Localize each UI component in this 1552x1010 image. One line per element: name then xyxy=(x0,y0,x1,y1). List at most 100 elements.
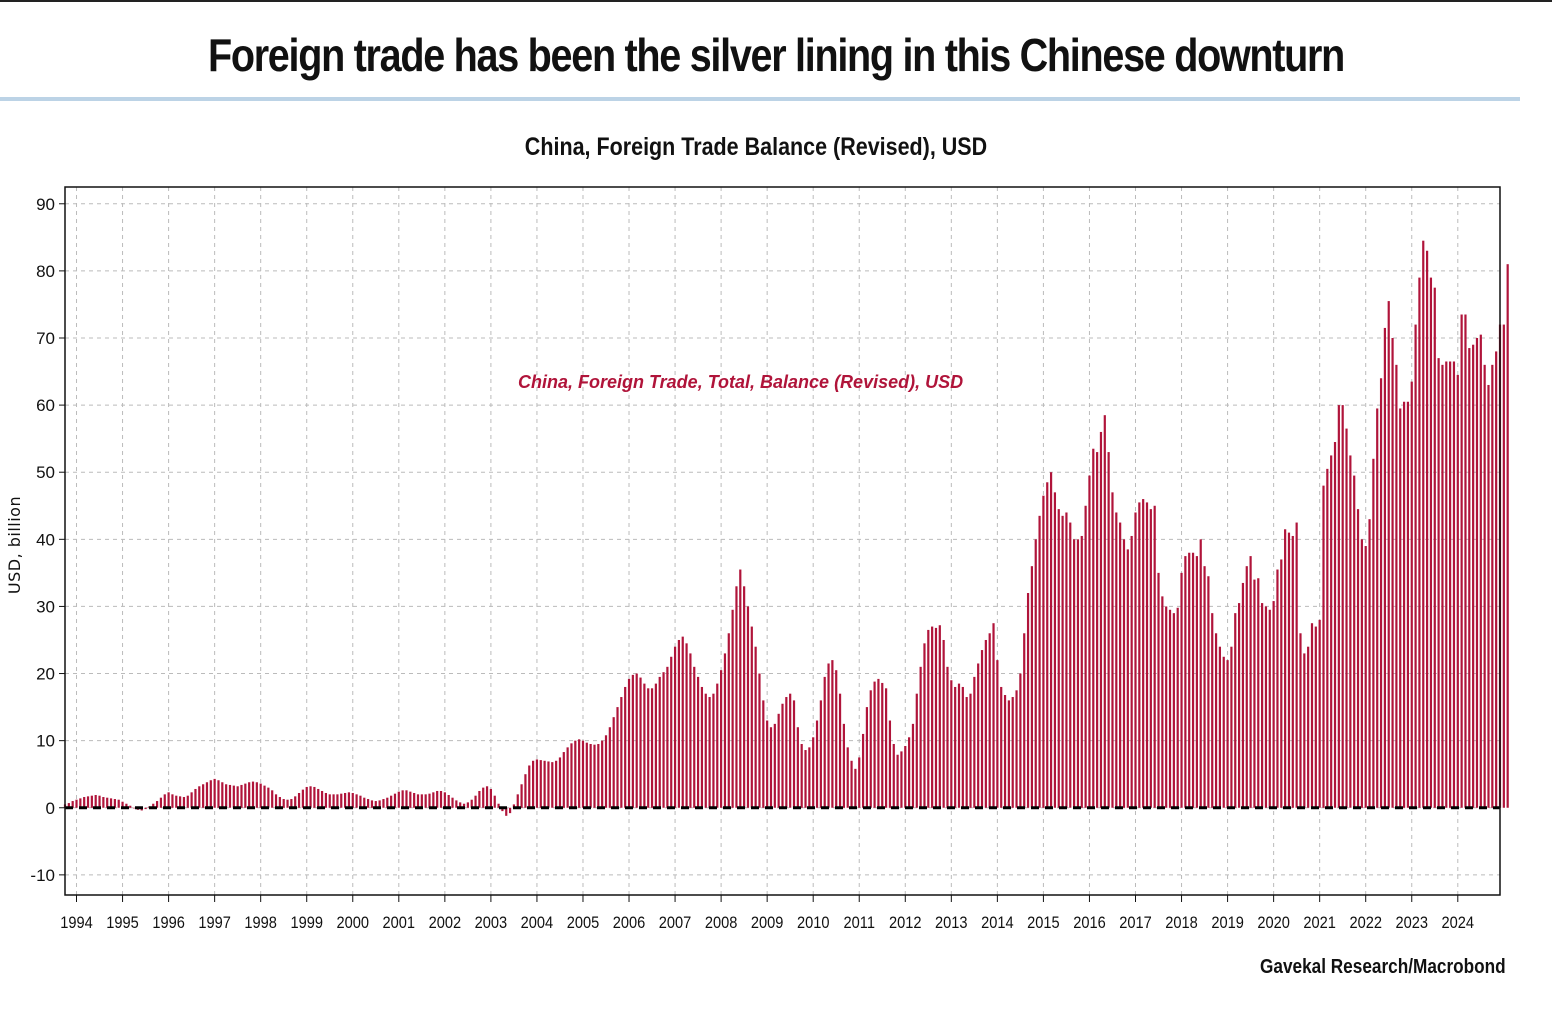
bar xyxy=(359,795,362,808)
bar xyxy=(86,796,90,808)
bar xyxy=(980,650,984,808)
bar xyxy=(835,670,838,808)
bar xyxy=(1000,686,1003,808)
bar xyxy=(1211,613,1214,808)
bar xyxy=(1349,455,1352,808)
bar xyxy=(746,606,750,808)
bar xyxy=(846,747,849,808)
bar xyxy=(1069,522,1072,808)
bar xyxy=(781,703,784,808)
bar xyxy=(750,626,753,808)
bar xyxy=(1429,277,1433,808)
bar xyxy=(547,761,550,808)
bar xyxy=(251,781,255,808)
bar xyxy=(121,801,124,808)
bar xyxy=(1372,458,1375,808)
bar xyxy=(1207,576,1210,808)
bar xyxy=(892,744,895,808)
bar xyxy=(950,680,953,808)
top-rule xyxy=(0,0,1552,2)
bar xyxy=(259,783,262,808)
bar xyxy=(539,760,542,808)
y-tick-label: -10 xyxy=(30,866,55,885)
bar xyxy=(1291,535,1294,808)
y-tick-label: 60 xyxy=(36,396,55,415)
bar xyxy=(232,785,235,808)
bar xyxy=(1119,522,1122,808)
bars xyxy=(63,240,1509,816)
bar xyxy=(731,609,734,808)
y-tick-label: 0 xyxy=(46,799,55,818)
x-tick-label: 2011 xyxy=(844,914,876,932)
bar xyxy=(290,799,293,808)
bar xyxy=(1406,401,1410,808)
bar xyxy=(1475,337,1479,808)
bar xyxy=(1425,250,1429,808)
bar xyxy=(934,627,938,808)
x-tick-label: 1994 xyxy=(60,914,93,932)
bar xyxy=(328,794,331,808)
bar xyxy=(271,790,274,808)
bar xyxy=(735,586,738,808)
bar xyxy=(904,746,907,808)
bar xyxy=(209,780,212,808)
bar xyxy=(616,707,619,808)
bar xyxy=(766,720,769,808)
bar xyxy=(393,793,397,808)
bar xyxy=(1314,626,1317,808)
bar xyxy=(758,673,761,808)
bar xyxy=(155,801,159,808)
bar xyxy=(977,663,980,808)
bar xyxy=(459,802,462,808)
x-tick-label: 2015 xyxy=(1027,914,1060,932)
bar xyxy=(1191,552,1195,808)
bar xyxy=(804,750,807,808)
bar xyxy=(1145,502,1149,808)
bar xyxy=(132,807,136,809)
bar xyxy=(474,795,477,808)
bar xyxy=(1487,384,1490,808)
bar xyxy=(831,660,834,808)
bar xyxy=(267,787,270,808)
bar xyxy=(79,798,82,808)
x-tick-label: 2014 xyxy=(981,914,1014,932)
bar xyxy=(1261,603,1264,808)
bar xyxy=(182,797,186,808)
bar xyxy=(604,735,608,808)
bar xyxy=(873,681,876,808)
bar xyxy=(696,676,700,808)
bar xyxy=(800,744,803,808)
bar xyxy=(478,790,481,808)
bar xyxy=(244,783,247,808)
bar xyxy=(1184,556,1187,808)
bar xyxy=(1383,327,1386,808)
bar xyxy=(877,678,880,808)
bar xyxy=(1073,539,1076,808)
series-label: China, Foreign Trade, Total, Balance (Re… xyxy=(518,372,963,392)
bar xyxy=(1096,452,1099,808)
bar xyxy=(597,744,600,808)
bar xyxy=(363,797,366,808)
bar xyxy=(282,799,285,808)
bar xyxy=(263,785,266,808)
chart-title: China, Foreign Trade Balance (Revised), … xyxy=(524,133,988,161)
y-tick-label: 10 xyxy=(36,732,55,751)
headline: Foreign trade has been the silver lining… xyxy=(207,29,1345,81)
bar xyxy=(1284,529,1287,808)
bar xyxy=(1402,401,1406,808)
bar xyxy=(1218,646,1222,808)
bar xyxy=(217,780,220,808)
bar xyxy=(681,636,684,808)
bar xyxy=(1165,606,1168,808)
bar xyxy=(106,797,109,808)
bar xyxy=(562,752,565,808)
x-tick-label: 2020 xyxy=(1257,914,1290,932)
x-tick-label: 2023 xyxy=(1395,914,1428,932)
bar xyxy=(125,803,128,808)
bar xyxy=(75,799,78,808)
bar xyxy=(1395,364,1398,808)
bar xyxy=(163,794,166,808)
bar xyxy=(850,760,853,808)
bar xyxy=(505,807,508,816)
